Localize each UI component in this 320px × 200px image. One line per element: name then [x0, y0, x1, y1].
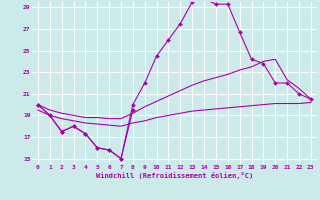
X-axis label: Windchill (Refroidissement éolien,°C): Windchill (Refroidissement éolien,°C) — [96, 172, 253, 179]
